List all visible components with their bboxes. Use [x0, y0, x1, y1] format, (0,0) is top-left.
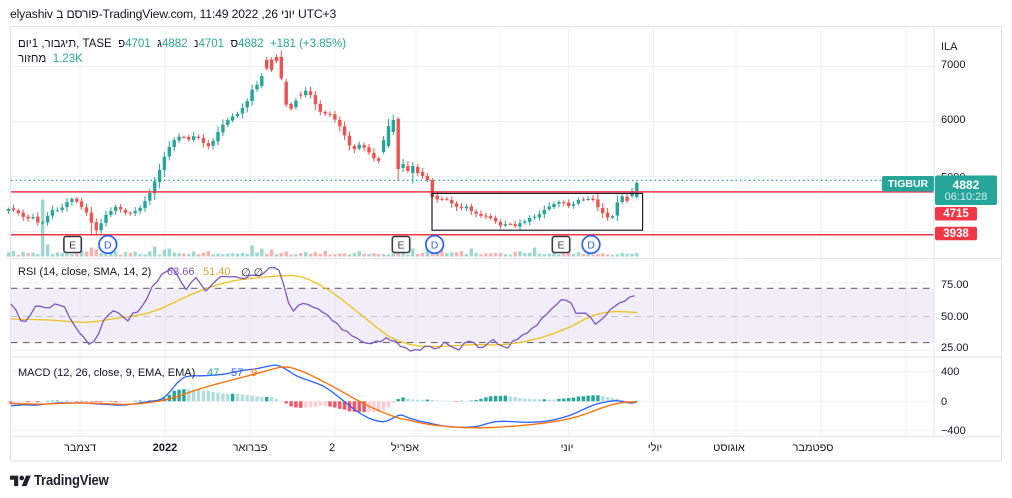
svg-text:E: E — [397, 239, 404, 251]
svg-text:D: D — [431, 239, 439, 251]
svg-text:E: E — [69, 239, 76, 251]
svg-text:D: D — [104, 239, 112, 251]
svg-text:E: E — [557, 239, 564, 251]
svg-text:D: D — [587, 239, 595, 251]
